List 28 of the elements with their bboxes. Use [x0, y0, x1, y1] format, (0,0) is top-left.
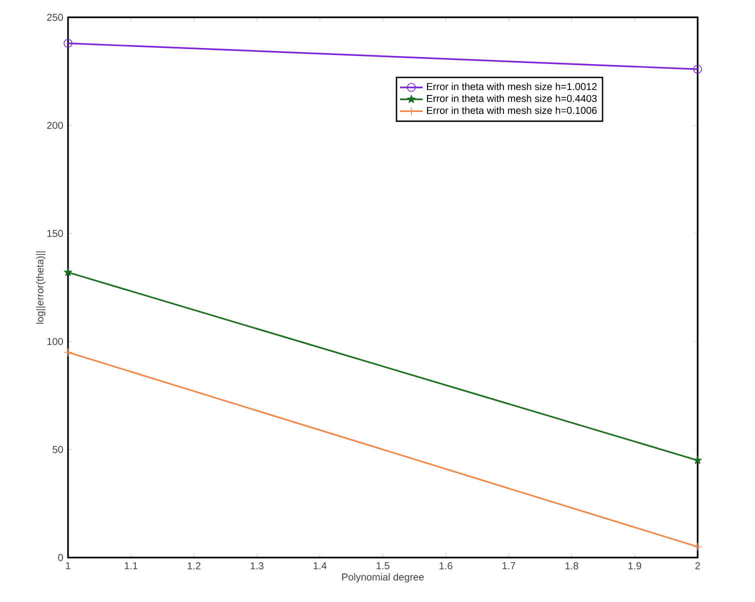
y-tick-label: 250 — [47, 14, 63, 22]
point — [64, 348, 72, 357]
legend-label: Error in theta with mesh size h=0.4403 — [427, 94, 597, 102]
x-tick-label: 1.8 — [566, 562, 578, 570]
y-tick-label: 50 — [52, 446, 63, 454]
x-tick-label: 1.6 — [440, 562, 452, 570]
x-axis-title: Polynomial degree — [342, 573, 424, 583]
x-tick-label: 2 — [695, 562, 700, 570]
y-tick-label: 200 — [47, 122, 63, 130]
y-tick-label: 150 — [47, 230, 63, 238]
x-tick-label: 1.1 — [124, 562, 138, 570]
y-tick-label: 100 — [47, 338, 63, 346]
x-tick-label: 1.4 — [314, 562, 327, 570]
x-tick-label: 1.7 — [502, 562, 516, 570]
point — [693, 65, 702, 74]
x-tick-label: 1 — [66, 562, 70, 570]
x-tick-label: 1.9 — [628, 562, 642, 570]
point — [693, 542, 702, 552]
legend-label: Error in theta with mesh size h=0.1006 — [427, 106, 597, 114]
x-tick-label: 1.3 — [250, 562, 264, 570]
point — [693, 456, 702, 464]
x-tick-label: 1.2 — [188, 562, 200, 570]
y-tick-label: 0 — [58, 554, 63, 562]
legend-label: Error in theta with mesh size h=1.0012 — [427, 82, 597, 90]
point — [64, 39, 72, 48]
point — [64, 268, 72, 276]
y-axis-title: log||error(theta)|| — [36, 252, 46, 324]
x-tick-label: 1.5 — [376, 562, 390, 570]
